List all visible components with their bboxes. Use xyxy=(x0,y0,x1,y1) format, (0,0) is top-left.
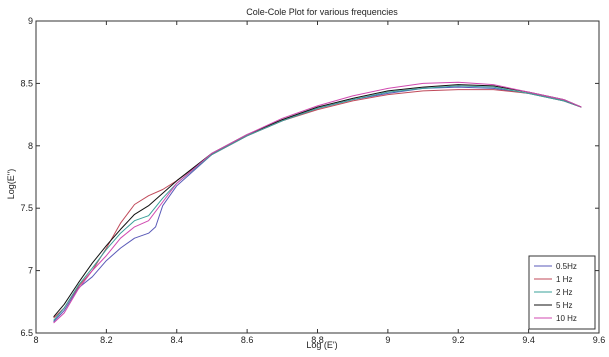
plot-area xyxy=(35,20,600,334)
x-tick-label: 8.2 xyxy=(100,335,113,345)
x-tick-label: 8.6 xyxy=(241,335,254,345)
series-line-2 xyxy=(53,85,582,321)
legend-label: 5 Hz xyxy=(556,301,572,310)
legend: 0.5Hz 1 Hz 2 Hz 5 Hz 10 Hz xyxy=(528,255,596,330)
x-tick-label: 8.8 xyxy=(311,335,324,345)
series-line-4 xyxy=(53,81,582,324)
y-tick-label: 8.5 xyxy=(20,78,33,88)
y-tick-label: 6.5 xyxy=(20,328,33,338)
x-tick-label: 8 xyxy=(33,335,38,345)
legend-label: 1 Hz xyxy=(556,275,572,284)
plot-frame xyxy=(35,20,600,334)
y-axis-label: Log(E'') xyxy=(6,169,16,199)
legend-label: 0.5Hz xyxy=(556,262,577,271)
x-tick-label: 9.2 xyxy=(452,335,465,345)
x-tick-label: 8.4 xyxy=(170,335,183,345)
y-tick-label: 7 xyxy=(28,266,33,276)
x-tick-label: 9.6 xyxy=(593,335,606,345)
legend-label: 10 Hz xyxy=(556,314,577,323)
y-tick-label: 7.5 xyxy=(20,203,33,213)
x-tick-label: 9 xyxy=(385,335,390,345)
legend-label: 2 Hz xyxy=(556,288,572,297)
series-lines xyxy=(53,81,582,324)
x-axis-label: Log (E') xyxy=(306,340,337,350)
x-tick-label: 9.4 xyxy=(522,335,535,345)
axis-ticks: 8 8.2 8.4 8.6 8.8 9 9.2 9.4 9.6 6.5 7 7.5 8 8.5 9 xyxy=(20,16,605,345)
y-tick-label: 8 xyxy=(28,141,33,151)
chart-title: Cole-Cole Plot for various frequencies xyxy=(246,7,398,17)
y-tick-label: 9 xyxy=(28,16,33,26)
